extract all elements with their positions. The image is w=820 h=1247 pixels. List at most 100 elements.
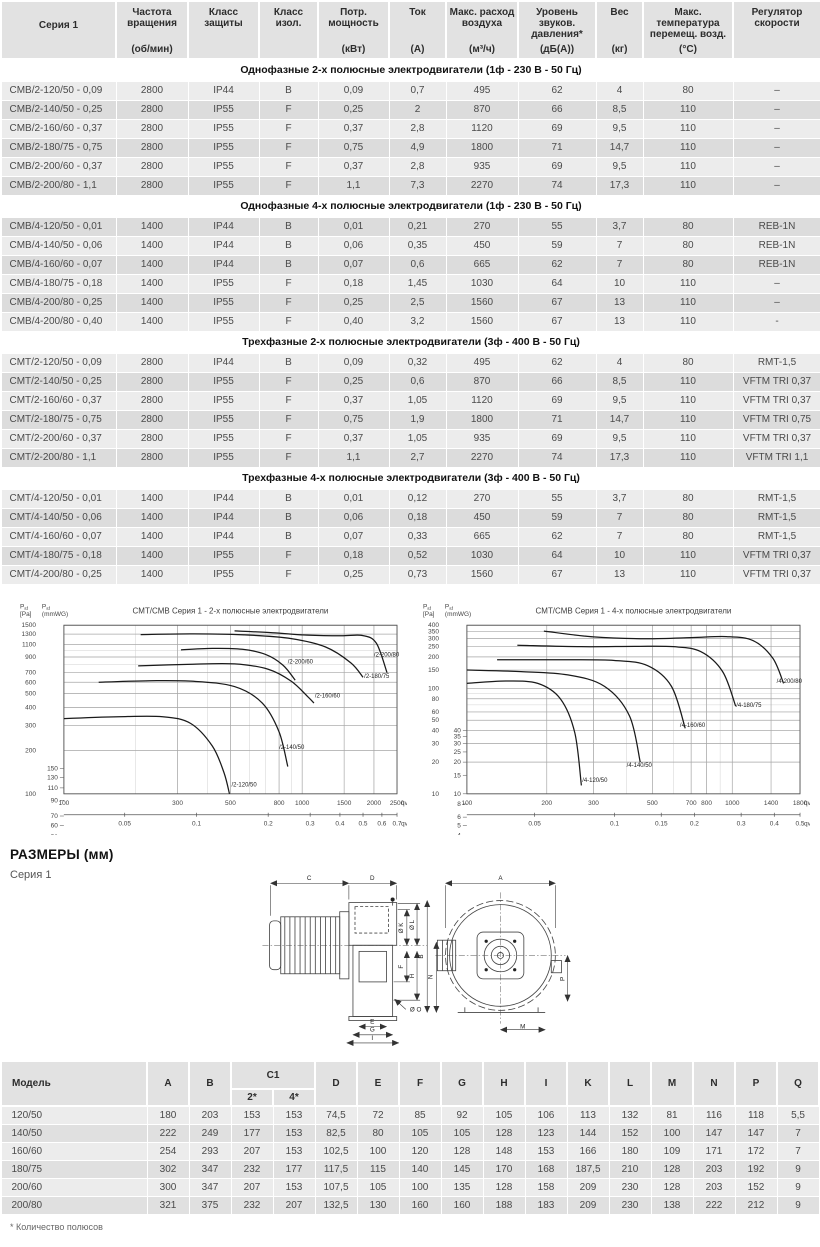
value-cell: 71 bbox=[517, 410, 597, 430]
table-row: CMT/4-160/60 - 0,07 1400 IP44 B 0,07 0,33 665 6… bbox=[0, 527, 820, 547]
value-cell: 1400 bbox=[115, 255, 189, 275]
svg-text:(mmWG): (mmWG) bbox=[445, 611, 471, 618]
value-cell: 183 bbox=[524, 1196, 568, 1215]
value-cell: 130 bbox=[356, 1196, 400, 1215]
value-cell: IP55 bbox=[187, 391, 260, 411]
value-cell: 13 bbox=[595, 293, 644, 313]
svg-text:8: 8 bbox=[457, 801, 461, 808]
value-cell: 665 bbox=[445, 255, 519, 275]
value-cell: 302 bbox=[146, 1160, 190, 1179]
value-cell: 128 bbox=[440, 1142, 484, 1161]
svg-text:400: 400 bbox=[25, 705, 36, 712]
column-header: Q bbox=[776, 1060, 820, 1107]
fan-curve bbox=[234, 630, 388, 673]
value-cell: IP44 bbox=[187, 217, 260, 237]
value-cell: 1120 bbox=[445, 391, 519, 411]
table-row: CMB/2-140/50 - 0,25 2800 IP55 F 0,25 2 870 66 8,… bbox=[0, 100, 820, 120]
value-cell: 110 bbox=[642, 448, 734, 468]
svg-text:700: 700 bbox=[25, 670, 36, 677]
value-cell: 209 bbox=[566, 1196, 610, 1215]
value-cell: 2,5 bbox=[388, 293, 447, 313]
table-row: CMB/4-200/80 - 0,40 1400 IP55 F 0,40 3,2 1560 6… bbox=[0, 312, 820, 332]
model-cell: CMT/4-120/50 - 0,01 bbox=[0, 489, 117, 509]
column-header: Класс защиты bbox=[187, 0, 260, 60]
value-cell: B bbox=[258, 217, 319, 237]
model-cell: CMB/2-200/60 - 0,37 bbox=[0, 157, 117, 177]
value-cell: IP55 bbox=[187, 312, 260, 332]
value-cell: 232 bbox=[230, 1196, 274, 1215]
column-header: Потр. мощность (кВт) bbox=[317, 0, 390, 60]
svg-text:0.4: 0.4 bbox=[770, 821, 779, 828]
value-cell: 147 bbox=[692, 1124, 736, 1143]
table-row: CMT/4-180/75 - 0,18 1400 IP55 F 0,18 0,52 1030… bbox=[0, 546, 820, 566]
table-row: CMB/4-120/50 - 0,01 1400 IP44 B 0,01 0,21 270 5… bbox=[0, 217, 820, 237]
svg-text:500: 500 bbox=[25, 691, 36, 698]
value-cell: B bbox=[258, 353, 319, 373]
value-cell: 7 bbox=[776, 1142, 820, 1161]
value-cell: 153 bbox=[230, 1105, 274, 1125]
svg-text:1500: 1500 bbox=[337, 800, 352, 807]
value-cell: F bbox=[258, 565, 319, 585]
value-cell: 13 bbox=[595, 312, 644, 332]
value-cell: 230 bbox=[608, 1196, 652, 1215]
value-cell: 1,05 bbox=[388, 429, 447, 449]
svg-text:350: 350 bbox=[428, 628, 439, 635]
svg-text:(mmWG): (mmWG) bbox=[42, 611, 68, 618]
value-cell: IP55 bbox=[187, 100, 260, 120]
value-cell: 72 bbox=[356, 1105, 400, 1125]
value-cell: B bbox=[258, 527, 319, 547]
svg-text:100: 100 bbox=[58, 800, 69, 807]
value-cell: F bbox=[258, 119, 319, 139]
table-row: 120/50 180 203 153 153 74,5 72 85 92 105 106 113 132… bbox=[0, 1105, 820, 1125]
column-header: Регулятор скорости bbox=[732, 0, 820, 60]
value-cell: 110 bbox=[642, 119, 734, 139]
value-cell: 7 bbox=[595, 527, 644, 547]
value-cell: 9,5 bbox=[595, 157, 644, 177]
column-header: E bbox=[356, 1060, 401, 1107]
dimension-label: I bbox=[371, 1035, 373, 1042]
dimension-label: H bbox=[409, 973, 416, 978]
value-cell: 128 bbox=[650, 1178, 694, 1197]
svg-text:30: 30 bbox=[454, 741, 462, 748]
dimension-label: C bbox=[307, 875, 312, 882]
svg-text:0.7: 0.7 bbox=[393, 821, 402, 828]
value-cell: 270 bbox=[445, 489, 519, 509]
value-cell: IP55 bbox=[187, 293, 260, 313]
value-cell: – bbox=[732, 81, 820, 101]
svg-text:0.5: 0.5 bbox=[359, 821, 368, 828]
value-cell: 0,09 bbox=[317, 81, 390, 101]
svg-text:1800: 1800 bbox=[793, 800, 808, 807]
value-cell: - bbox=[732, 312, 820, 332]
curve-label: /2-160/60 bbox=[315, 693, 341, 699]
value-cell: – bbox=[732, 119, 820, 139]
value-cell: 69 bbox=[517, 391, 597, 411]
svg-text:100: 100 bbox=[428, 686, 439, 693]
svg-text:800: 800 bbox=[701, 800, 712, 807]
value-cell: 123 bbox=[524, 1124, 568, 1143]
value-cell: 1400 bbox=[115, 527, 189, 547]
value-cell: 4 bbox=[595, 353, 644, 373]
svg-text:[Pa]: [Pa] bbox=[20, 611, 32, 618]
value-cell: 2800 bbox=[115, 391, 189, 411]
value-cell: 106 bbox=[524, 1105, 568, 1125]
value-cell: 115 bbox=[356, 1160, 400, 1179]
value-cell: 9,5 bbox=[595, 119, 644, 139]
value-cell: – bbox=[732, 157, 820, 177]
svg-text:2000: 2000 bbox=[367, 800, 382, 807]
svg-text:qv [m³/s]: qv [m³/s] bbox=[804, 821, 810, 828]
value-cell: 9,5 bbox=[595, 429, 644, 449]
value-cell: F bbox=[258, 100, 319, 120]
value-cell: 1120 bbox=[445, 119, 519, 139]
model-cell: CMB/4-200/80 - 0,40 bbox=[0, 312, 117, 332]
svg-text:5: 5 bbox=[457, 822, 461, 829]
value-cell: 177 bbox=[272, 1160, 316, 1179]
value-cell: 2800 bbox=[115, 353, 189, 373]
value-cell: 71 bbox=[517, 138, 597, 158]
value-cell: 375 bbox=[188, 1196, 232, 1215]
value-cell: IP55 bbox=[187, 274, 260, 294]
fan-curve bbox=[497, 659, 686, 729]
value-cell: 109 bbox=[650, 1142, 694, 1161]
value-cell: 1030 bbox=[445, 274, 519, 294]
value-cell: 0,73 bbox=[388, 565, 447, 585]
